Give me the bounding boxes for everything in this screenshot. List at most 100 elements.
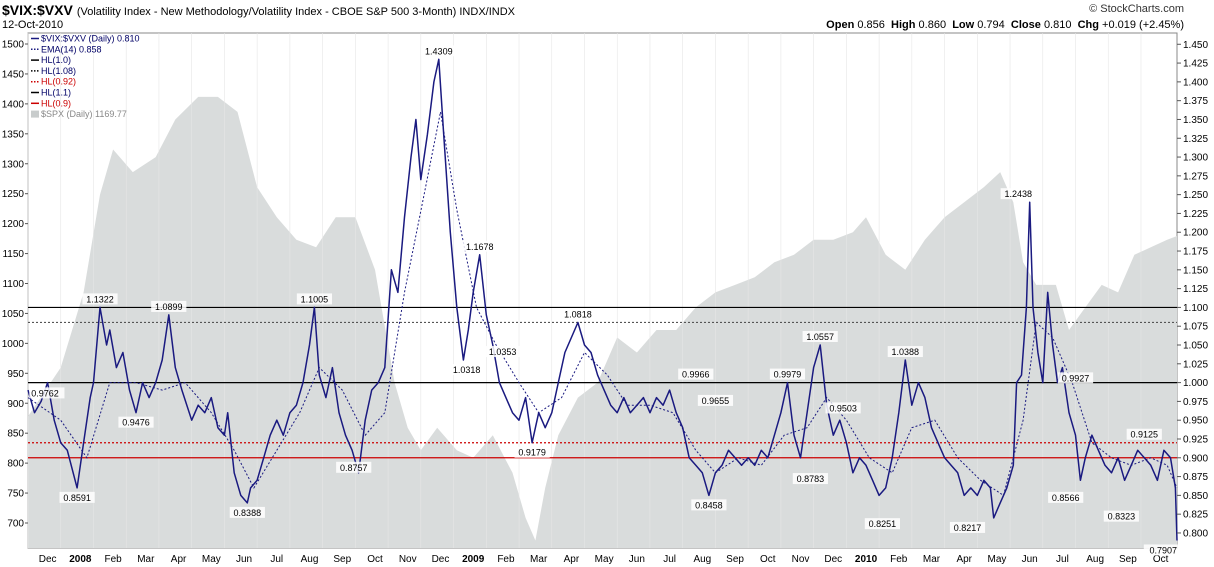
- x-tick-label: May: [202, 554, 221, 565]
- data-label-bg: [82, 293, 118, 305]
- data-label: 0.8388: [234, 508, 262, 518]
- data-label: 1.0353: [489, 347, 517, 357]
- data-label: 1.4309: [425, 46, 453, 56]
- left-tick-label: 950: [7, 369, 24, 380]
- x-tick-label: Aug: [1086, 554, 1104, 565]
- left-tick-label: 1050: [2, 309, 25, 320]
- data-label: 1.1322: [86, 294, 114, 304]
- x-tick-label: Sep: [333, 554, 351, 565]
- x-tick-label: 2009: [462, 554, 485, 565]
- right-tick-label: 1.450: [1183, 40, 1208, 51]
- x-tick-label: Jun: [629, 554, 645, 565]
- data-label: 1.1678: [466, 242, 494, 252]
- data-label-bg: [1126, 428, 1162, 440]
- change-value: +0.019 (+2.45%): [1102, 19, 1184, 31]
- data-label: 1.0318: [453, 365, 481, 375]
- x-tick-label: May: [595, 554, 614, 565]
- left-tick-label: 1250: [2, 189, 25, 200]
- right-tick-label: 1.050: [1183, 341, 1208, 352]
- data-label: 1.1005: [301, 294, 329, 304]
- x-tick-label: Feb: [497, 554, 515, 565]
- close-value: 0.810: [1043, 19, 1072, 31]
- right-tick-label: 0.950: [1183, 416, 1208, 427]
- data-label-bg: [1000, 188, 1036, 200]
- spx-area: [28, 96, 1177, 549]
- data-label-bg: [691, 499, 727, 511]
- right-tick-label: 1.150: [1183, 265, 1208, 276]
- x-tick-label: Jul: [663, 554, 676, 565]
- data-label: 0.8251: [869, 519, 897, 529]
- data-label-bg: [792, 473, 828, 485]
- left-tick-label: 850: [7, 429, 24, 440]
- x-tick-label: Dec: [432, 554, 450, 565]
- data-label-bg: [29, 387, 65, 399]
- data-label-bg: [336, 461, 372, 473]
- x-tick-label: May: [988, 554, 1007, 565]
- data-label: 0.9503: [829, 403, 857, 413]
- x-tick-label: Aug: [693, 554, 711, 565]
- left-tick-label: 1350: [2, 129, 25, 140]
- data-label: 0.9179: [518, 448, 546, 458]
- data-label: 0.9125: [1130, 430, 1158, 440]
- right-tick-label: 1.100: [1183, 303, 1208, 314]
- x-tick-label: Sep: [726, 554, 744, 565]
- data-label: 1.0899: [155, 302, 183, 312]
- data-label: 0.9655: [702, 396, 730, 406]
- x-tick-label: Mar: [137, 554, 155, 565]
- data-label-bg: [485, 346, 521, 358]
- data-label-bg: [514, 446, 550, 458]
- right-tick-label: 0.825: [1183, 510, 1208, 521]
- data-label: 0.7907: [1149, 545, 1177, 555]
- legend-entry: HL(1.1): [41, 88, 71, 98]
- right-tick-label: 0.900: [1183, 453, 1208, 464]
- x-tick-label: 2010: [855, 554, 878, 565]
- data-label-bg: [802, 331, 838, 343]
- data-label-bg: [118, 416, 154, 428]
- x-tick-label: Jul: [1056, 554, 1069, 565]
- left-tick-label: 750: [7, 489, 24, 500]
- data-label: 0.8783: [797, 474, 825, 484]
- right-tick-label: 1.375: [1183, 96, 1208, 107]
- data-label: 0.9762: [31, 388, 59, 398]
- right-tick-label: 1.075: [1183, 322, 1208, 333]
- data-label-bg: [560, 308, 596, 320]
- left-tick-label: 1500: [2, 40, 25, 51]
- right-tick-label: 1.200: [1183, 228, 1208, 239]
- legend-entry: EMA(14) 0.858: [41, 44, 102, 54]
- data-label-bg: [462, 240, 498, 252]
- right-tick-label: 0.850: [1183, 491, 1208, 502]
- right-tick-label: 1.175: [1183, 247, 1208, 258]
- data-label-bg: [59, 491, 95, 503]
- right-tick-label: 0.800: [1183, 528, 1208, 539]
- x-tick-label: Nov: [792, 554, 810, 565]
- data-label-bg: [296, 293, 333, 305]
- x-tick-label: Dec: [39, 554, 57, 565]
- legend-entry: $SPX (Daily) 1169.77: [41, 109, 127, 119]
- data-label-bg: [825, 402, 861, 414]
- data-label-bg: [1143, 544, 1179, 556]
- right-tick-label: 1.350: [1183, 115, 1208, 126]
- data-label: 1.2438: [1004, 189, 1032, 199]
- data-label: 0.9476: [122, 418, 150, 428]
- right-tick-label: 1.325: [1183, 134, 1208, 145]
- right-tick-label: 0.875: [1183, 472, 1208, 483]
- data-label-bg: [678, 368, 714, 380]
- ratio-line: [27, 58, 1178, 541]
- legend-entry: HL(1.08): [41, 66, 76, 76]
- data-label: 0.9979: [774, 370, 802, 380]
- x-tick-label: Nov: [399, 554, 417, 565]
- x-tick-label: Jun: [1022, 554, 1038, 565]
- legend-entry: HL(0.92): [41, 77, 76, 87]
- high-value: 0.860: [918, 19, 947, 31]
- left-tick-label: 1200: [2, 219, 25, 230]
- data-label: 0.8591: [63, 493, 91, 503]
- data-label: 0.8217: [954, 523, 982, 533]
- x-tick-label: Mar: [923, 554, 941, 565]
- legend-swatch: [31, 110, 39, 118]
- data-label-bg: [864, 518, 900, 530]
- left-tick-label: 1100: [2, 279, 24, 290]
- data-label-bg: [151, 300, 187, 312]
- left-tick-label: 1150: [2, 249, 24, 260]
- symbol-description: (Volatility Index - New Methodology/Vola…: [76, 6, 515, 18]
